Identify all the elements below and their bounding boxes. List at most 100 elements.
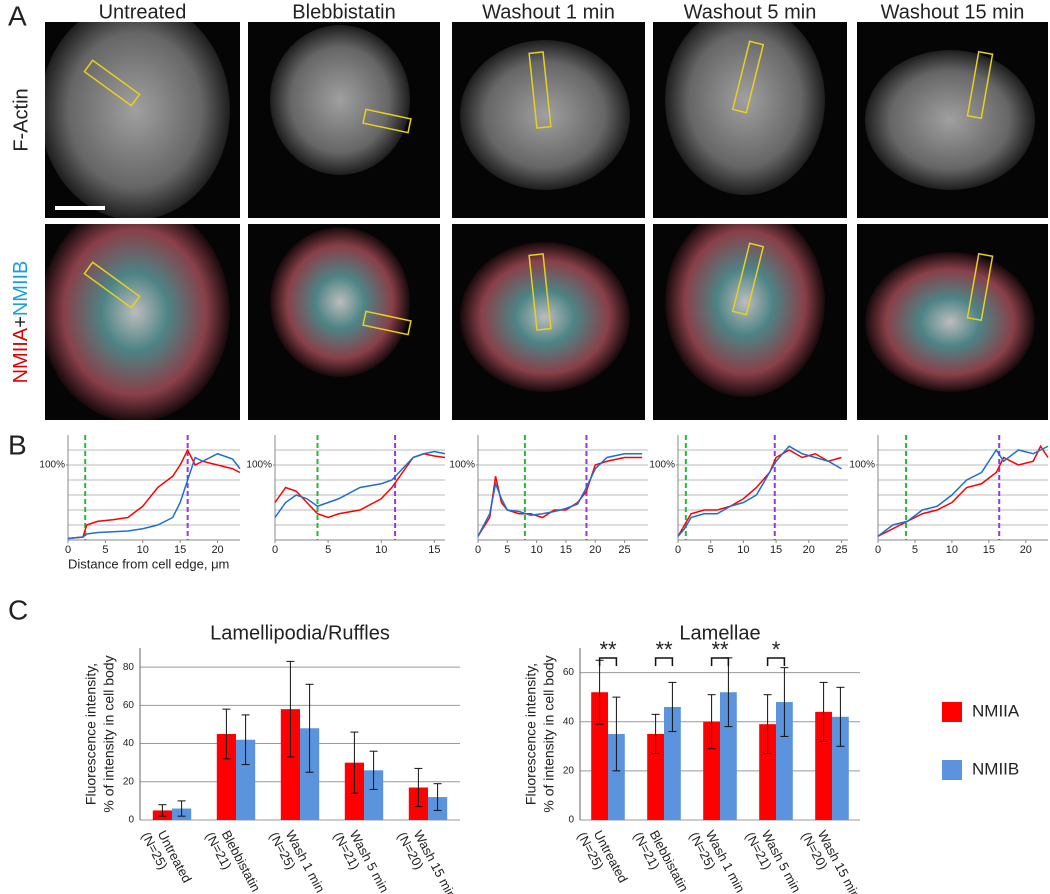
x-tick-label: 20: [1020, 544, 1032, 556]
x-tick-label: 5: [708, 544, 714, 556]
column-title: Washout 5 min: [684, 1, 817, 23]
error-bar: [158, 804, 167, 817]
cell: [865, 252, 1035, 392]
roi-box: [83, 59, 141, 107]
roi-box: [83, 261, 141, 309]
x-tick-label: 0: [65, 544, 71, 556]
column-title: Washout 1 min: [482, 1, 615, 23]
x-tick-label: 10: [137, 544, 149, 556]
profile-line: [677, 449, 842, 537]
bar: [647, 734, 664, 820]
roi-box: [731, 242, 765, 316]
legend-swatch: [942, 760, 962, 780]
legend-label: NMIIA: [972, 701, 1020, 720]
cell: [460, 242, 630, 392]
sig-label: **: [711, 637, 729, 662]
y-axis-label: % of intensity in cell body: [101, 655, 117, 812]
x-tick-label: 25: [618, 544, 630, 556]
sig-label: *: [772, 637, 781, 662]
bar: [280, 709, 300, 820]
roi-box: [528, 253, 552, 331]
cell: [665, 22, 825, 195]
bar: [759, 724, 776, 820]
error-bar: [612, 696, 621, 772]
error-bar: [433, 783, 442, 811]
x-tick-label: Wash 1 min(N=25): [686, 823, 747, 894]
cell: [270, 227, 410, 377]
roi-box: [731, 40, 765, 114]
error-bar: [763, 694, 772, 755]
bar: [591, 692, 608, 820]
profile-line: [477, 456, 643, 537]
row-label: NMIIA+NMIIB: [10, 261, 32, 384]
sig-bracket: [598, 657, 618, 666]
x-tick-label: 15: [428, 544, 440, 556]
y-tick-label: 100%: [246, 460, 272, 471]
y-tick-label: 60: [123, 700, 135, 711]
bar: [832, 716, 849, 820]
cell: [270, 25, 410, 175]
y-tick-label: 20: [123, 776, 135, 787]
x-tick-label: Untreated(N=25): [574, 823, 630, 893]
y-tick-label: 80: [123, 662, 135, 673]
x-tick-label: Wash 15 min(N=20): [394, 823, 459, 894]
x-tick-label: 5: [504, 544, 510, 556]
sig-bracket: [766, 657, 786, 666]
row-label: F-Actin: [10, 88, 32, 151]
error-bar: [177, 800, 186, 817]
roi-box: [966, 252, 994, 322]
error-bar: [707, 694, 716, 750]
y-tick-label: 20: [563, 765, 575, 776]
x-axis-label: Distance from cell edge, μm: [68, 556, 229, 571]
x-tick-label: 10: [530, 544, 542, 556]
profile-line: [274, 450, 446, 518]
legend-label: NMIIB: [972, 759, 1019, 778]
cell: [665, 224, 825, 397]
bar: [720, 692, 737, 820]
y-axis-label: Fluorescence intensity,: [523, 663, 539, 805]
x-tick-label: Wash 5 min(N=21): [330, 823, 391, 894]
profile-line: [274, 452, 446, 519]
profile-line: [677, 445, 842, 537]
profile-line: [877, 445, 1049, 537]
y-axis-label: % of intensity in cell body: [541, 655, 557, 812]
cell: [865, 50, 1035, 190]
bar: [608, 734, 625, 820]
panel-letter: C: [8, 594, 28, 625]
panel-letter: B: [8, 429, 27, 460]
bar: [300, 728, 320, 820]
y-axis-label: Fluorescence intensity,: [83, 663, 99, 805]
sig-label: **: [655, 637, 673, 662]
x-tick-label: 5: [325, 544, 331, 556]
x-tick-label: Wash 5 min(N=21): [742, 823, 803, 894]
x-tick-label: 15: [770, 544, 782, 556]
x-tick-label: 10: [375, 544, 387, 556]
cell: [45, 22, 230, 218]
x-tick-label: 25: [835, 544, 847, 556]
error-bar: [222, 708, 231, 760]
error-bar: [836, 686, 845, 747]
bar: [664, 706, 681, 820]
column-title: Blebbistatin: [292, 1, 395, 23]
x-tick-label: 0: [675, 544, 681, 556]
bar: [703, 721, 720, 820]
y-tick-label: 60: [563, 667, 575, 678]
x-tick-label: 10: [946, 544, 958, 556]
chart-title: Lamellipodia/Ruffles: [210, 622, 390, 644]
row-label-part: +: [10, 316, 32, 328]
error-bar: [241, 714, 250, 766]
x-tick-label: 15: [174, 544, 186, 556]
row-label-part: NMIIA: [10, 327, 32, 383]
bar: [216, 734, 236, 820]
roi-box: [362, 108, 412, 134]
panel-letter: A: [8, 0, 27, 31]
sig-label: **: [599, 637, 617, 662]
x-tick-label: Wash 1 min(N=25): [266, 823, 327, 894]
bar: [236, 739, 256, 820]
x-tick-label: 20: [211, 544, 223, 556]
error-bar: [305, 683, 314, 773]
error-bar: [414, 767, 423, 808]
x-tick-label: 20: [589, 544, 601, 556]
profile-line: [477, 453, 643, 537]
sig-bracket: [710, 657, 730, 666]
